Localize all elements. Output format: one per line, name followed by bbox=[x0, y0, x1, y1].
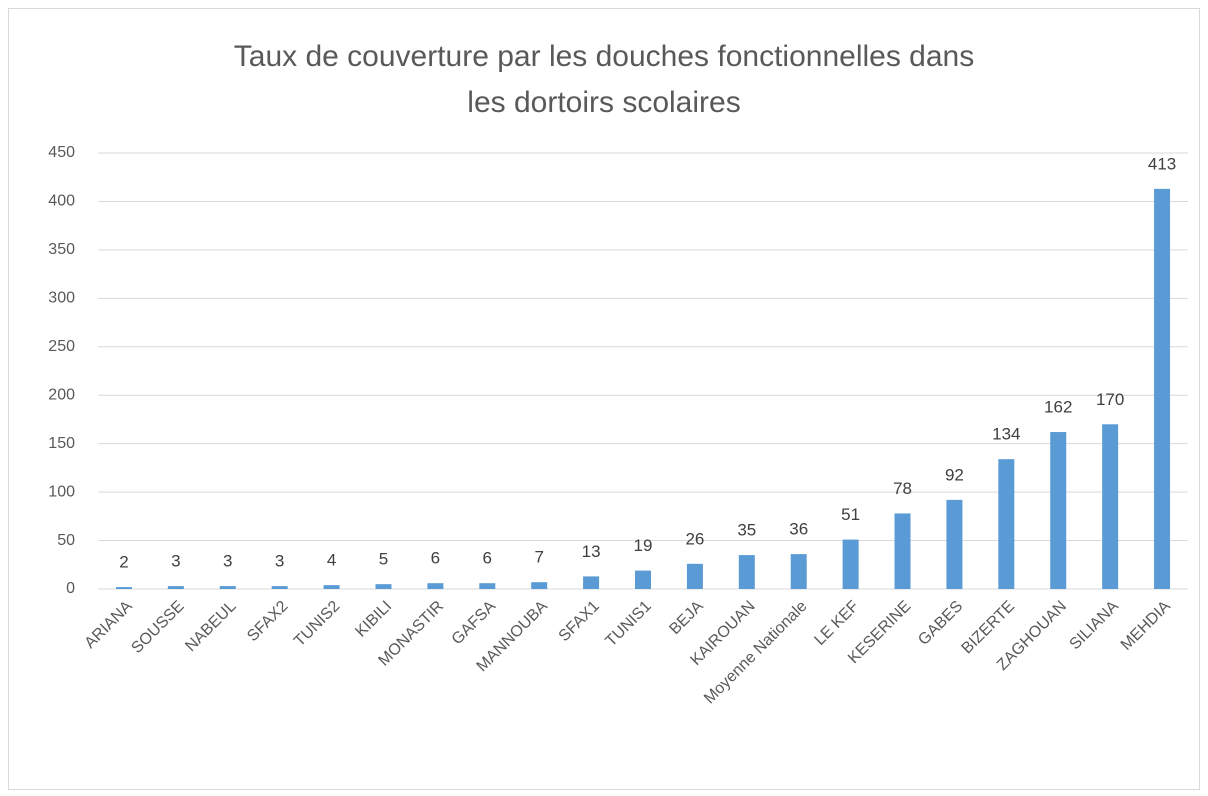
value-label: 3 bbox=[275, 552, 284, 571]
y-tick-label: 100 bbox=[48, 483, 75, 500]
y-tick-label: 300 bbox=[48, 290, 75, 307]
x-tick-label: KIBILI bbox=[352, 598, 395, 641]
value-label: 35 bbox=[737, 521, 756, 540]
value-label: 3 bbox=[171, 552, 180, 571]
x-tick-label: ARIANA bbox=[82, 598, 136, 652]
value-label: 6 bbox=[483, 549, 492, 568]
x-tick-label: GABES bbox=[915, 598, 966, 649]
y-tick-label: 250 bbox=[48, 338, 75, 355]
chart-frame bbox=[8, 8, 1200, 790]
value-label: 92 bbox=[945, 465, 964, 484]
chart-title: Taux de couverture par les douches fonct… bbox=[233, 40, 975, 119]
bar bbox=[427, 583, 444, 589]
bar bbox=[531, 582, 548, 589]
bar bbox=[271, 586, 288, 589]
bar bbox=[219, 586, 236, 589]
value-label: 26 bbox=[685, 529, 704, 548]
y-tick-label: 150 bbox=[48, 435, 75, 452]
bar bbox=[738, 555, 755, 589]
bar bbox=[323, 585, 340, 589]
y-tick-label: 0 bbox=[66, 580, 75, 597]
y-tick-label: 450 bbox=[48, 144, 75, 161]
bar bbox=[583, 576, 600, 589]
bar bbox=[1102, 424, 1119, 589]
value-label: 170 bbox=[1096, 390, 1124, 409]
y-tick-label: 350 bbox=[48, 241, 75, 258]
value-label: 2 bbox=[119, 553, 128, 572]
bar bbox=[115, 587, 132, 589]
bar bbox=[686, 563, 703, 589]
y-tick-label: 200 bbox=[48, 386, 75, 403]
value-label: 36 bbox=[789, 520, 808, 539]
x-tick-label: TUNIS1 bbox=[603, 598, 655, 650]
x-tick-label: GAFSA bbox=[449, 598, 500, 649]
value-label: 4 bbox=[327, 551, 336, 570]
value-label: 6 bbox=[431, 549, 440, 568]
x-tick-label: TUNIS2 bbox=[291, 598, 343, 650]
bar bbox=[790, 554, 807, 589]
value-label: 19 bbox=[634, 536, 653, 555]
value-label: 78 bbox=[893, 479, 912, 498]
x-tick-label: NABEUL bbox=[182, 598, 239, 655]
bar bbox=[375, 584, 392, 589]
value-label: 51 bbox=[841, 505, 860, 524]
bar bbox=[1050, 432, 1067, 589]
x-tick-label: SFAX2 bbox=[244, 598, 291, 645]
x-tick-label: BEJA bbox=[666, 598, 707, 639]
bar bbox=[894, 513, 911, 589]
bar bbox=[635, 570, 651, 589]
bar bbox=[1154, 188, 1171, 590]
value-label: 134 bbox=[992, 425, 1020, 444]
value-label: 162 bbox=[1044, 398, 1072, 417]
x-tick-label: Moyenne Nationale bbox=[701, 598, 811, 708]
x-tick-label: SILIANA bbox=[1067, 598, 1123, 654]
y-tick-label: 50 bbox=[57, 532, 75, 549]
x-tick-label: LE KEF bbox=[811, 598, 862, 649]
x-tick-label: SOUSSE bbox=[128, 598, 187, 657]
bar bbox=[167, 586, 184, 589]
bar bbox=[842, 539, 859, 589]
value-label: 413 bbox=[1148, 154, 1176, 173]
bar bbox=[479, 583, 496, 589]
value-label: 7 bbox=[534, 548, 543, 567]
y-tick-label: 400 bbox=[48, 193, 75, 210]
value-label: 5 bbox=[379, 550, 388, 569]
bar bbox=[946, 499, 963, 589]
x-tick-label: SFAX1 bbox=[556, 598, 603, 645]
bar bbox=[998, 459, 1015, 589]
value-label: 3 bbox=[223, 552, 232, 571]
x-tick-label: MEHDIA bbox=[1118, 598, 1174, 654]
value-label: 13 bbox=[582, 542, 601, 561]
